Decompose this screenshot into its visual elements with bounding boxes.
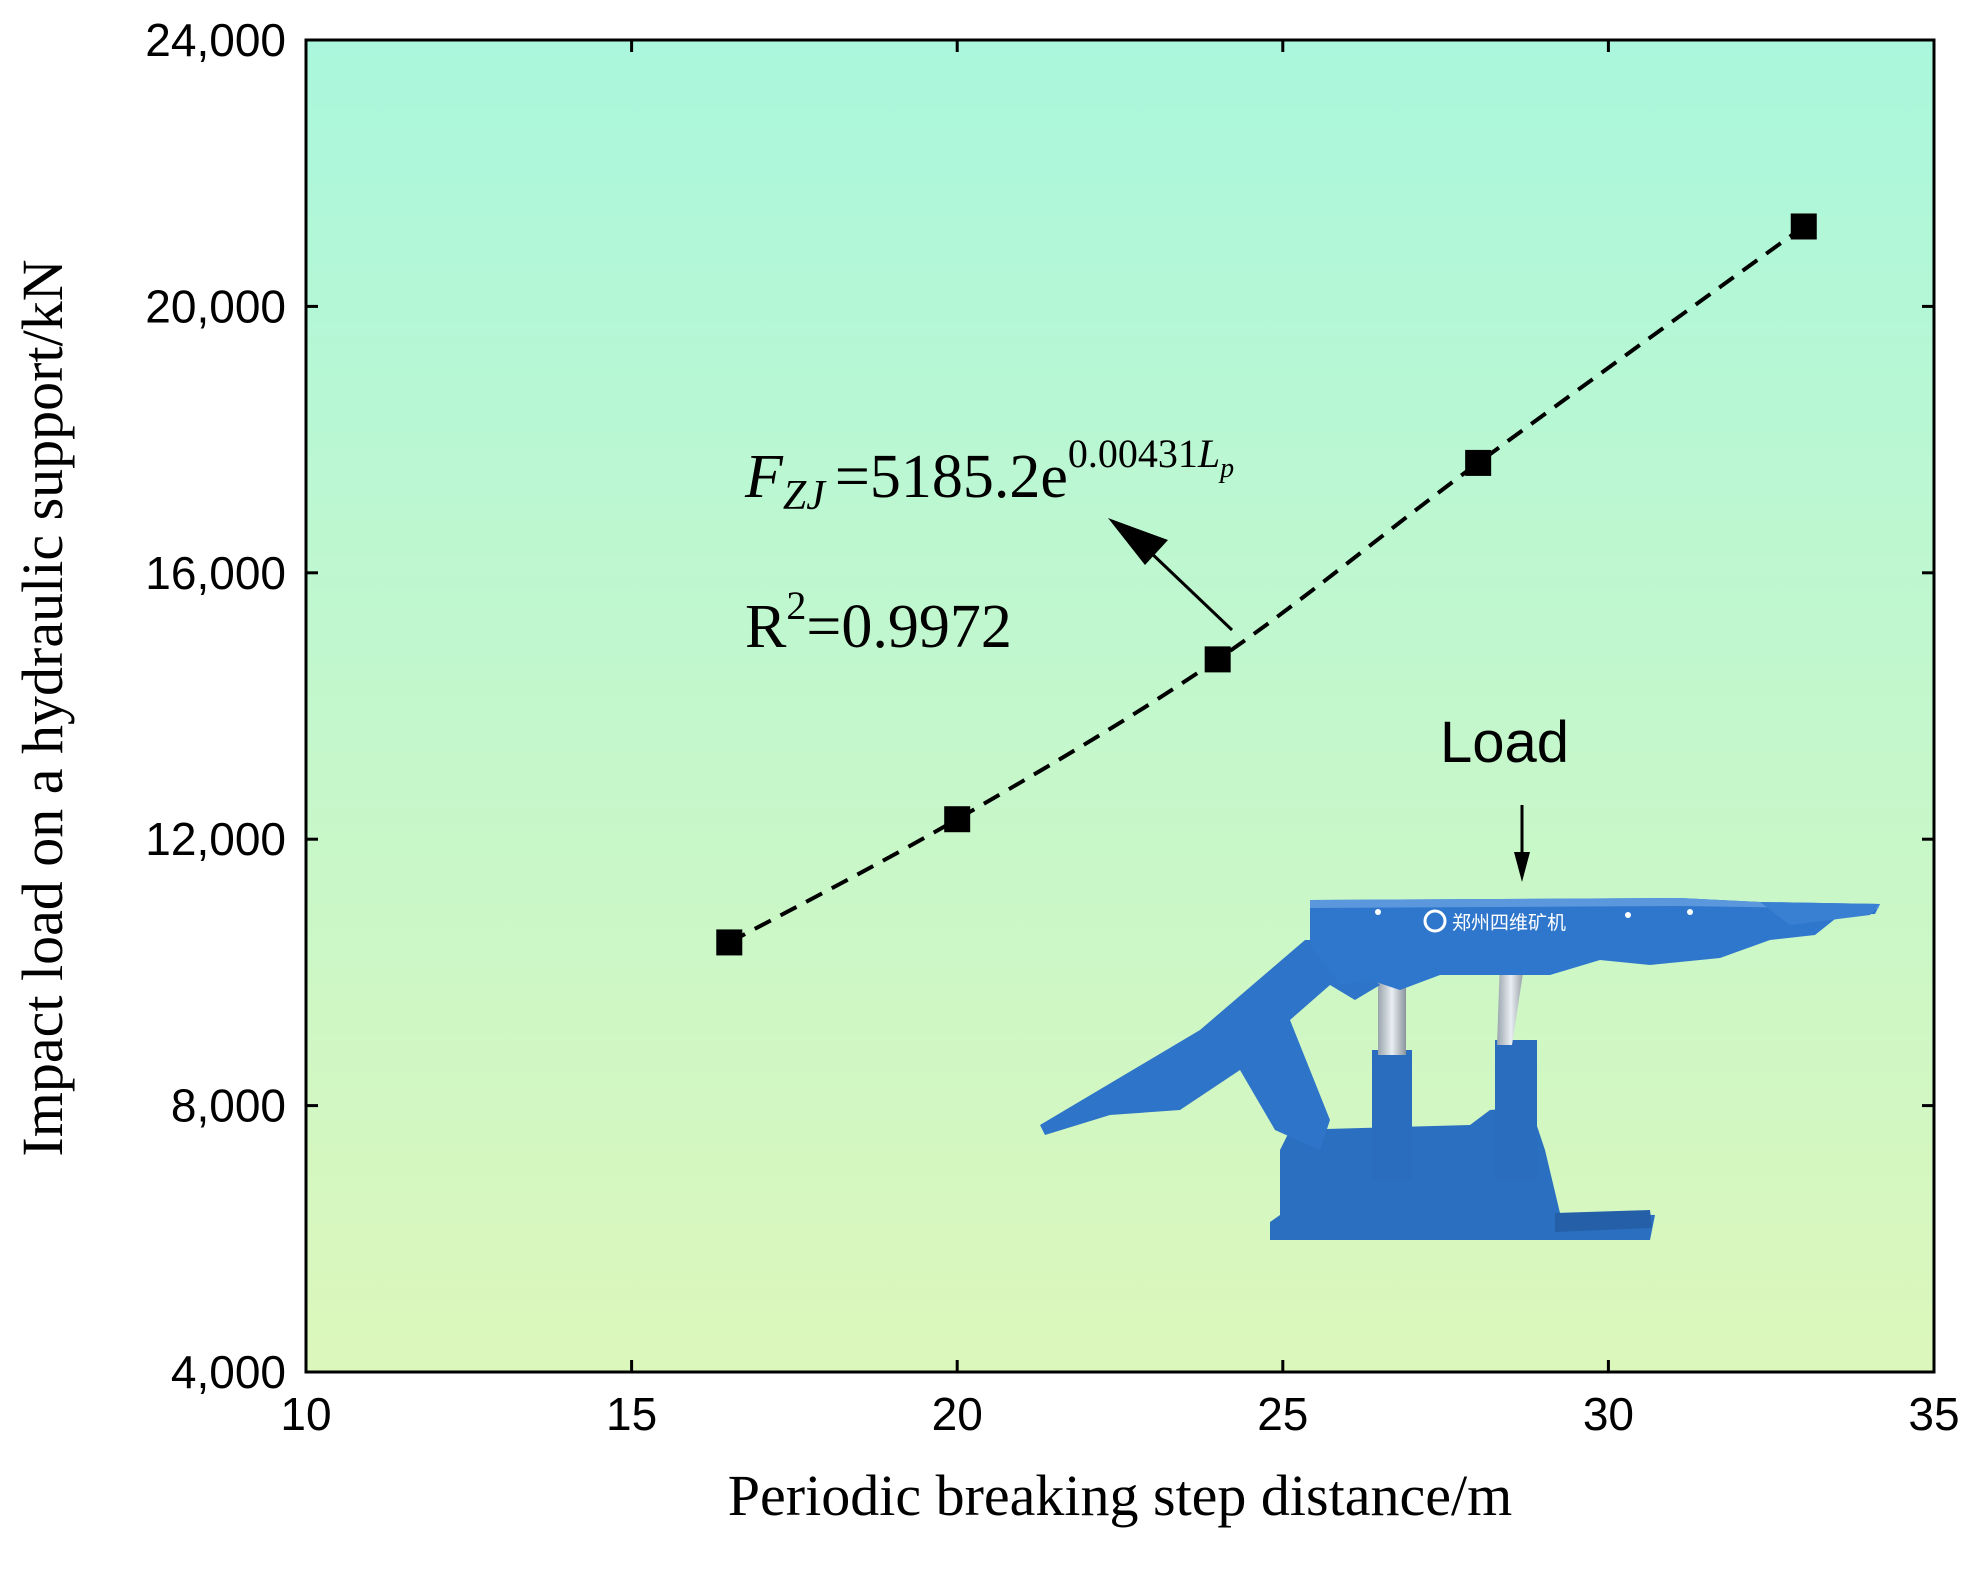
y-tick-label: 24,000 <box>145 14 286 66</box>
hydraulic-support-image: 郑州四维矿机 <box>1040 898 1880 1240</box>
y-tick-label: 4,000 <box>171 1346 286 1398</box>
plot-background <box>306 40 1934 1372</box>
y-tick-label: 16,000 <box>145 547 286 599</box>
eq-lhs: F <box>744 443 784 511</box>
data-point <box>1790 213 1817 240</box>
data-point <box>1204 646 1231 673</box>
eq-exponent: 0.00431 <box>1068 431 1198 476</box>
fit-curve <box>728 224 1805 945</box>
x-tick-label: 10 <box>280 1388 331 1440</box>
equation-arrowhead <box>1108 518 1168 565</box>
data-point <box>716 929 743 956</box>
eq-exponent-var: L <box>1197 431 1220 476</box>
x-tick-label: 30 <box>1583 1388 1634 1440</box>
y-tick-label: 12,000 <box>145 813 286 865</box>
data-points <box>716 213 1817 956</box>
r-squared: R2=0.9972 <box>745 583 1012 661</box>
x-tick-label: 15 <box>606 1388 657 1440</box>
r-squared-value: =0.9972 <box>806 593 1011 661</box>
eq-rhs: =5185.2e <box>835 443 1068 511</box>
equation-arrow <box>1146 548 1234 632</box>
r-squared-superscript: 2 <box>786 583 806 628</box>
plot-frame <box>304 38 1936 1374</box>
eq-lhs-subscript: ZJ <box>783 473 827 519</box>
x-axis: 10 15 20 25 30 35 <box>280 40 1960 1440</box>
x-axis-title: Periodic breaking step distance/m <box>728 1463 1512 1528</box>
support-logo-text: 郑州四维矿机 <box>1452 912 1566 934</box>
x-tick-label: 20 <box>932 1388 983 1440</box>
load-label: Load <box>1440 710 1569 775</box>
y-tick-label: 20,000 <box>145 280 286 332</box>
data-point <box>1465 449 1492 476</box>
y-tick-label: 8,000 <box>171 1080 286 1132</box>
data-point <box>944 806 971 833</box>
load-arrowhead <box>1514 852 1530 882</box>
eq-exponent-var-subscript: p <box>1218 453 1234 484</box>
x-tick-label: 35 <box>1908 1388 1959 1440</box>
y-axis-title: Impact load on a hydraulic support/kN <box>10 259 75 1156</box>
fit-equation: FZJ =5185.2e0.00431Lp <box>744 431 1234 519</box>
r-squared-prefix: R <box>745 593 787 661</box>
x-tick-label: 25 <box>1257 1388 1308 1440</box>
y-axis: 4,000 8,000 12,000 16,000 20,000 24,000 <box>145 14 1934 1398</box>
